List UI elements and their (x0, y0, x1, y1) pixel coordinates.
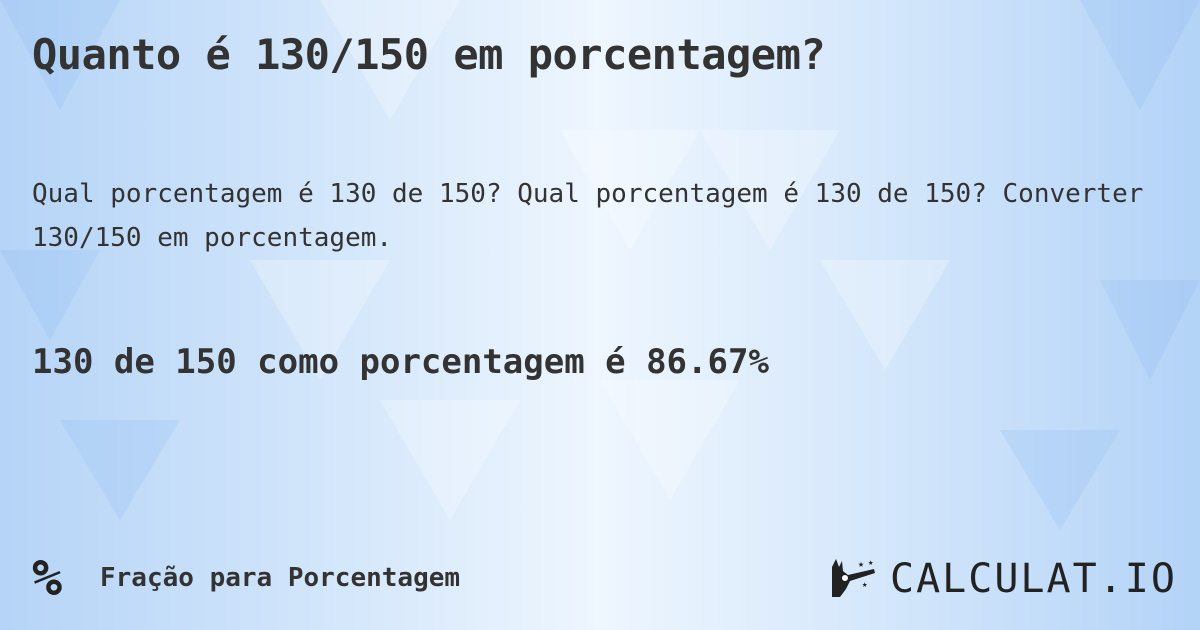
category-label: Fração para Porcentagem (100, 563, 461, 593)
svg-text:★: ★ (868, 558, 874, 568)
svg-text:★: ★ (862, 580, 868, 590)
logo[interactable]: ★ ★ ★ CALCULAT.IO (828, 556, 1177, 602)
description: Qual porcentagem é 130 de 150? Qual porc… (32, 179, 1144, 253)
percent-icon: % (32, 549, 63, 607)
category-link[interactable]: % Fração para Porcentagem (32, 548, 460, 608)
svg-text:★: ★ (858, 559, 864, 570)
result: 130 de 150 como porcentagem é 86.67% (32, 342, 769, 382)
magic-hand-icon: ★ ★ ★ (832, 558, 875, 597)
logo-text: CALCULAT.IO (890, 556, 1177, 602)
page-title: Quanto é 130/150 em porcentagem? (32, 30, 826, 79)
